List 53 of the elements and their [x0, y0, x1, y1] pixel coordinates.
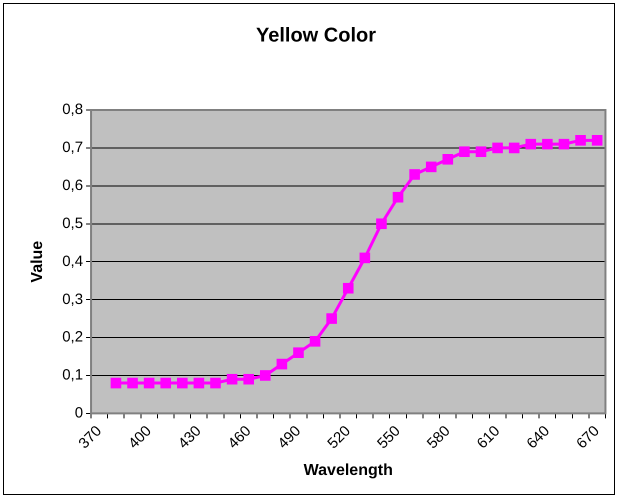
point	[476, 146, 486, 158]
point	[342, 282, 354, 294]
y-tick-label: 0	[74, 404, 84, 422]
point	[326, 313, 337, 324]
x-tick-label: 670	[573, 422, 603, 452]
x-axis-title: Wavelength	[304, 462, 393, 479]
point	[160, 378, 172, 388]
y-tick-label: 0,1	[62, 366, 84, 384]
point	[575, 135, 586, 146]
y-tick-label: 0,6	[62, 176, 84, 194]
point	[310, 336, 320, 347]
point	[376, 218, 387, 230]
y-tick-label: 0,4	[62, 252, 84, 270]
x-tick-label: 580	[424, 422, 454, 452]
x-tick-label: 370	[75, 422, 106, 452]
x-tick-label: 460	[224, 422, 254, 452]
point	[508, 142, 520, 154]
point	[144, 378, 154, 388]
y-tick-label: 0,3	[62, 290, 84, 308]
y-tick-label: 0,8	[62, 101, 84, 118]
y-axis-title: Value	[29, 240, 46, 283]
point	[127, 378, 138, 388]
chart-title: Yellow Color	[256, 24, 376, 47]
point	[360, 252, 370, 264]
x-tick-label: 490	[274, 422, 304, 452]
point	[525, 138, 536, 150]
point	[260, 370, 271, 381]
point	[592, 135, 602, 146]
x-tick-label: 610	[474, 422, 504, 452]
point	[177, 378, 188, 388]
x-tick-label: 430	[174, 422, 205, 452]
point	[542, 138, 553, 150]
point	[276, 358, 288, 370]
point	[243, 374, 254, 385]
point	[226, 374, 238, 385]
point	[194, 378, 204, 388]
x-tick-label: 640	[523, 422, 554, 452]
point	[392, 192, 404, 203]
point	[558, 138, 570, 150]
point	[110, 378, 122, 388]
point	[492, 142, 503, 154]
point	[442, 154, 454, 165]
point	[210, 378, 221, 388]
point	[426, 162, 437, 172]
point	[409, 169, 420, 180]
x-tick-label: 400	[125, 422, 155, 452]
x-tick-label: 550	[374, 422, 404, 452]
y-tick-label: 0,5	[62, 214, 84, 232]
y-tick-label: 0,7	[62, 139, 84, 156]
x-tick-label: 520	[324, 422, 354, 452]
y-tick-label: 0,2	[62, 328, 84, 346]
point	[459, 146, 470, 158]
point	[293, 347, 304, 358]
